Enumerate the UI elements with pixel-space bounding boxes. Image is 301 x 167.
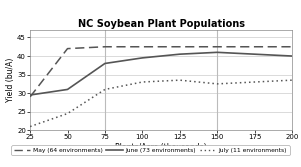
- Legend: May (64 environments), June (73 environments), July (11 environments): May (64 environments), June (73 environm…: [11, 145, 290, 155]
- X-axis label: Plants/Acre (thousands): Plants/Acre (thousands): [115, 142, 207, 151]
- Y-axis label: Yield (bu/A): Yield (bu/A): [6, 58, 15, 102]
- Title: NC Soybean Plant Populations: NC Soybean Plant Populations: [78, 19, 244, 29]
